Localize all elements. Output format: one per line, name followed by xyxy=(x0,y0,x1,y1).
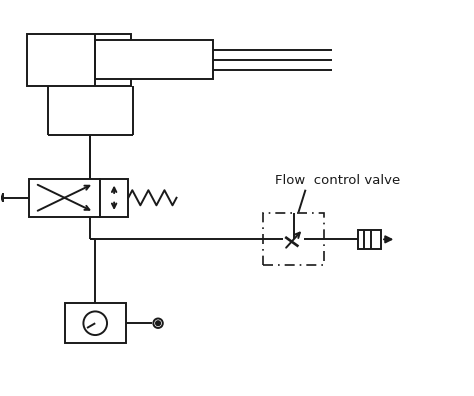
Circle shape xyxy=(156,321,160,326)
Bar xyxy=(357,230,381,249)
Bar xyxy=(95,40,213,79)
Bar xyxy=(27,34,131,86)
Bar xyxy=(64,303,126,343)
Text: Flow  control valve: Flow control valve xyxy=(275,174,400,187)
Bar xyxy=(29,179,100,217)
Bar xyxy=(263,213,324,265)
Bar xyxy=(100,179,128,217)
